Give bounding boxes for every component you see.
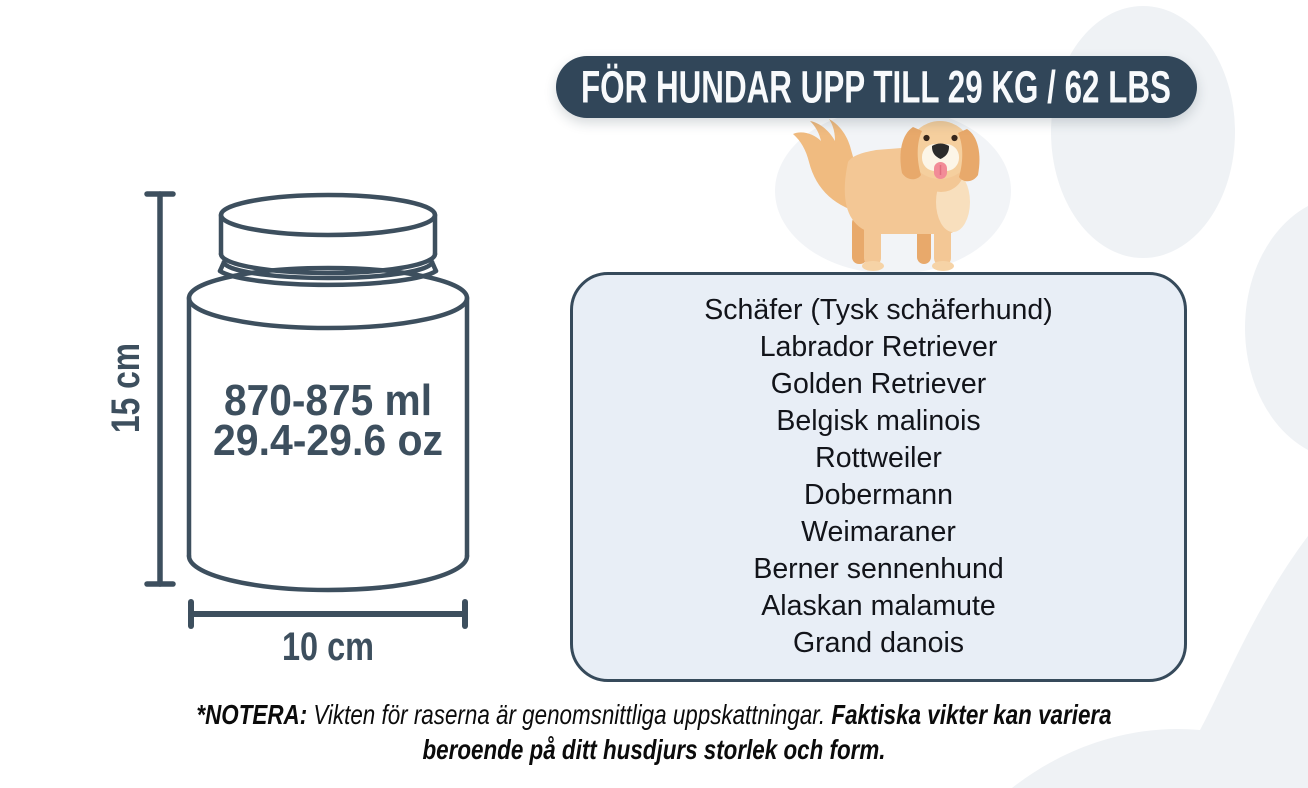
breed-list-item: Weimaraner (801, 516, 956, 548)
paw-toe-icon (1245, 206, 1308, 450)
breed-list-item: Labrador Retriever (759, 331, 998, 363)
note-emphasis: Faktiska vikter kan variera beroende på … (422, 699, 1112, 765)
note-prefix: *NOTERA: (196, 699, 308, 730)
golden-retriever-illustration (775, 108, 1011, 274)
breed-list-item: Dobermann (804, 479, 953, 511)
dog-leg (934, 220, 951, 266)
dog-ear (900, 127, 922, 180)
breed-list-item: Berner sennenhund (753, 553, 1004, 585)
paw-toe-icon (1051, 6, 1235, 258)
dog-eye (923, 134, 930, 142)
breed-list-item: Grand danois (792, 627, 965, 659)
breed-list-item: Rottweiler (815, 442, 942, 474)
dog-leg (864, 220, 881, 266)
size-banner-label: FÖR HUNDAR UPP TILL 29 KG / 62 LBS (581, 62, 1171, 113)
note-body: Vikten för raserna är genomsnittliga upp… (307, 699, 832, 730)
size-banner-text: FÖR HUNDAR UPP TILL 29 KG / 62 LBS (581, 62, 1171, 113)
dog-eye (951, 134, 958, 142)
paw-pad-icon (1012, 536, 1308, 788)
size-banner: FÖR HUNDAR UPP TILL 29 KG / 62 LBS (556, 56, 1197, 118)
dog-paw (862, 261, 884, 271)
note-text: *NOTERA: Vikten för raserna är genomsnit… (146, 697, 1162, 767)
breed-list-item: Golden Retriever (770, 368, 987, 400)
dog-nose (931, 143, 950, 159)
breed-list-item: Schäfer (Tysk schäferhund) (704, 294, 1053, 326)
breed-list-item: Alaskan malamute (761, 590, 996, 622)
breed-list-box: Schäfer (Tysk schäferhund) Labrador Retri… (570, 272, 1187, 682)
breed-list-item: Belgisk malinois (776, 405, 981, 437)
dog-ear (958, 129, 980, 182)
dog-paw (932, 261, 954, 271)
